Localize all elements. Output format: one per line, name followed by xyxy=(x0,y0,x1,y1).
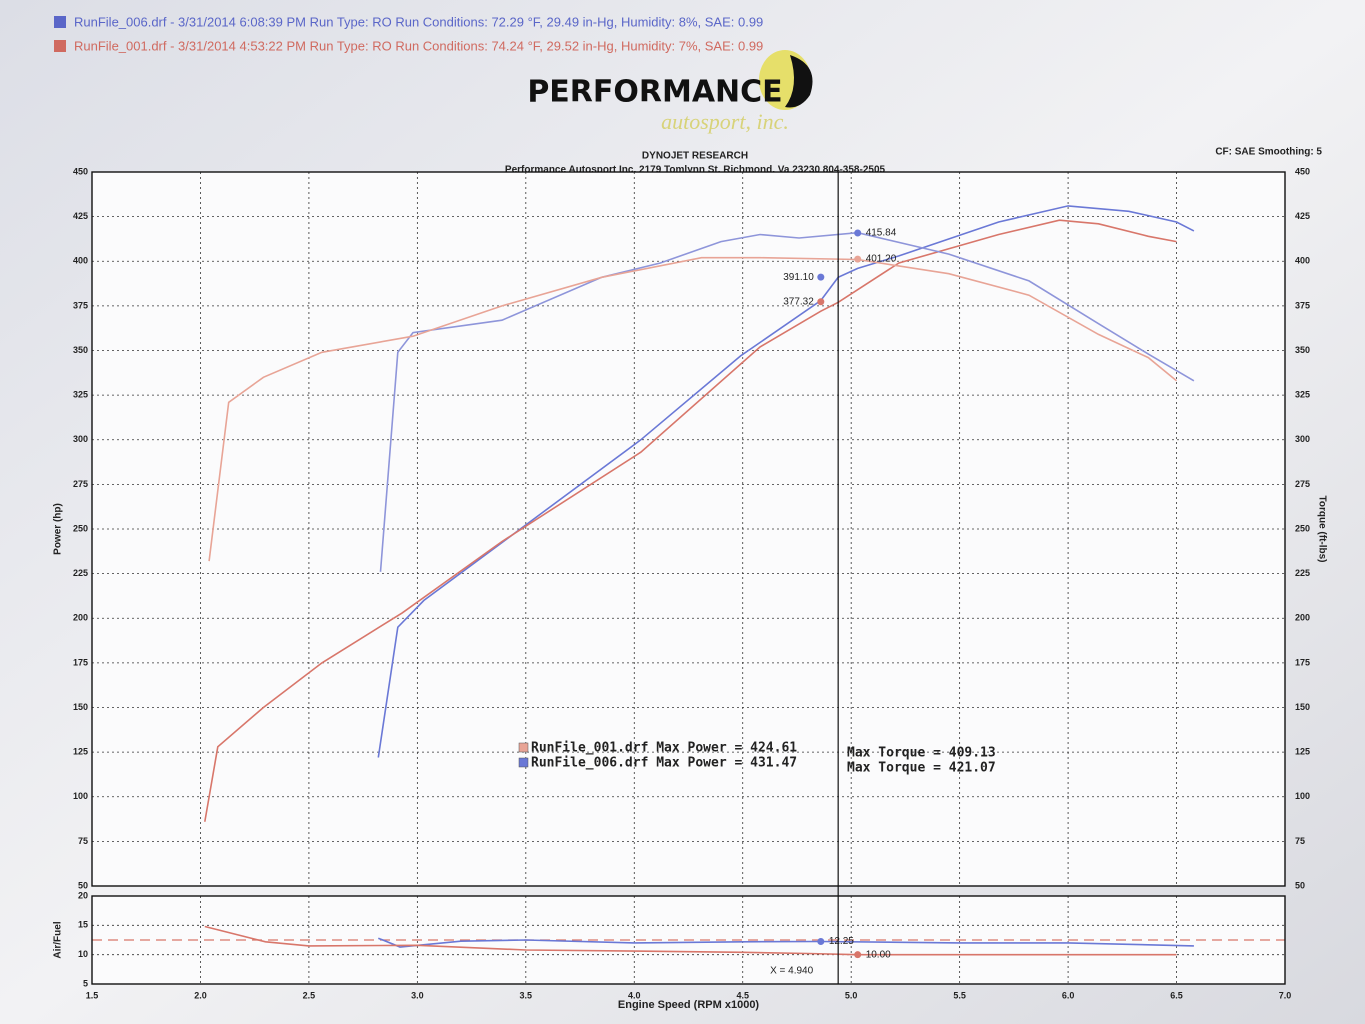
y2-tick-label: 50 xyxy=(1295,880,1305,890)
y2-tick-label: 450 xyxy=(1295,166,1310,176)
summary-swatch xyxy=(518,757,529,768)
x-tick-label: 2.0 xyxy=(194,990,207,1000)
settings: CF: SAE Smoothing: 5 xyxy=(1215,147,1322,158)
y-tick-label: 300 xyxy=(73,434,88,444)
y-tick-label: 100 xyxy=(73,791,88,801)
y-tick-label: 150 xyxy=(73,702,88,712)
y-tick-label: 75 xyxy=(78,836,88,846)
y2-tick-label: 175 xyxy=(1295,657,1310,667)
y2-tick-label: 150 xyxy=(1295,702,1310,712)
marker-label: 415.84 xyxy=(866,228,897,239)
run-swatch xyxy=(54,40,66,52)
y-tick-label: 350 xyxy=(73,345,88,355)
x-tick-label: 6.0 xyxy=(1062,990,1075,1000)
x-tick-label: 5.0 xyxy=(845,990,858,1000)
x-tick-label: 3.0 xyxy=(411,990,424,1000)
x-tick-label: 6.5 xyxy=(1170,990,1183,1000)
y2-tick-label: 125 xyxy=(1295,747,1310,757)
y-tick-label: 50 xyxy=(78,880,88,890)
summary-torque: Max Torque = 421.07 xyxy=(847,761,996,776)
run-line: RunFile_006.drf - 3/31/2014 6:08:39 PM R… xyxy=(74,14,763,29)
plot-frame xyxy=(91,895,1286,985)
cursor-marker xyxy=(817,937,825,945)
summary-torque: Max Torque = 409.13 xyxy=(847,746,996,761)
y2-tick-label: 425 xyxy=(1295,211,1310,221)
series-line xyxy=(204,925,1177,956)
y-tick-label: 175 xyxy=(73,657,88,667)
y2-tick-label: 75 xyxy=(1295,836,1305,846)
y2-tick-label: 200 xyxy=(1295,613,1310,623)
cursor-label: X = 4.940 xyxy=(770,966,814,977)
y-tick-label: 400 xyxy=(73,256,88,266)
y2-tick-label: 225 xyxy=(1295,568,1310,578)
series-line xyxy=(377,937,1194,948)
y-axis-title: Air/Fuel xyxy=(53,921,64,958)
x-tick-label: 5.5 xyxy=(953,990,966,1000)
marker-label: 391.10 xyxy=(783,272,814,283)
x-tick-label: 4.0 xyxy=(628,990,641,1000)
y-tick-label: 325 xyxy=(73,390,88,400)
plot-frame xyxy=(91,171,1286,887)
logo-sub: autosport, inc. xyxy=(661,109,789,134)
address: Performance Autosport Inc. 2179 Tomlynn … xyxy=(505,165,886,176)
y-tick-label: 225 xyxy=(73,568,88,578)
y-tick-label: 125 xyxy=(73,747,88,757)
logo: PERFORMANCE xyxy=(527,75,782,110)
cursor-marker xyxy=(817,298,825,306)
series-line xyxy=(379,231,1195,572)
y-tick-label: 20 xyxy=(78,890,88,900)
y2-tick-label: 400 xyxy=(1295,256,1310,266)
marker-label: 377.32 xyxy=(783,296,814,307)
x-tick-label: 2.5 xyxy=(303,990,316,1000)
marker-label: 401.20 xyxy=(866,254,897,265)
y2-tick-label: 300 xyxy=(1295,434,1310,444)
y2-tick-label: 325 xyxy=(1295,390,1310,400)
y2-tick-label: 100 xyxy=(1295,791,1310,801)
y2-tick-label: 375 xyxy=(1295,300,1310,310)
company: DYNOJET RESEARCH xyxy=(642,151,748,162)
run-swatch xyxy=(54,16,66,28)
y-tick-label: 375 xyxy=(73,300,88,310)
summary-power: RunFile_001.drf Max Power = 424.61 xyxy=(531,741,797,756)
run-line: RunFile_001.drf - 3/31/2014 4:53:22 PM R… xyxy=(74,38,763,53)
y2-axis-title: Torque (ft-lbs) xyxy=(1316,495,1327,562)
y2-tick-label: 250 xyxy=(1295,523,1310,533)
marker-label: 10.00 xyxy=(866,949,891,960)
cursor-marker xyxy=(817,273,825,281)
summary-power: RunFile_006.drf Max Power = 431.47 xyxy=(531,756,797,771)
y-tick-label: 10 xyxy=(78,949,88,959)
y-tick-label: 450 xyxy=(73,166,88,176)
series-line xyxy=(208,256,1178,562)
x-tick-label: 4.5 xyxy=(736,990,749,1000)
y2-tick-label: 275 xyxy=(1295,479,1310,489)
summary-swatch xyxy=(518,742,529,753)
x-tick-label: 7.0 xyxy=(1279,990,1292,1000)
x-tick-label: 1.5 xyxy=(86,990,99,1000)
y-tick-label: 200 xyxy=(73,613,88,623)
x-tick-label: 3.5 xyxy=(520,990,533,1000)
logo-mark xyxy=(785,55,813,108)
y-tick-label: 425 xyxy=(73,211,88,221)
y-tick-label: 250 xyxy=(73,523,88,533)
x-axis-title: Engine Speed (RPM x1000) xyxy=(618,999,760,1011)
y-axis-title: Power (hp) xyxy=(53,503,64,555)
y2-tick-label: 350 xyxy=(1295,345,1310,355)
cursor-marker xyxy=(854,229,862,237)
y-tick-label: 275 xyxy=(73,479,88,489)
y-tick-label: 5 xyxy=(83,978,88,988)
series-line xyxy=(204,219,1177,822)
cursor-marker xyxy=(854,255,862,263)
marker-label: 12.25 xyxy=(829,936,854,947)
y-tick-label: 15 xyxy=(78,920,88,930)
cursor-marker xyxy=(854,951,862,959)
